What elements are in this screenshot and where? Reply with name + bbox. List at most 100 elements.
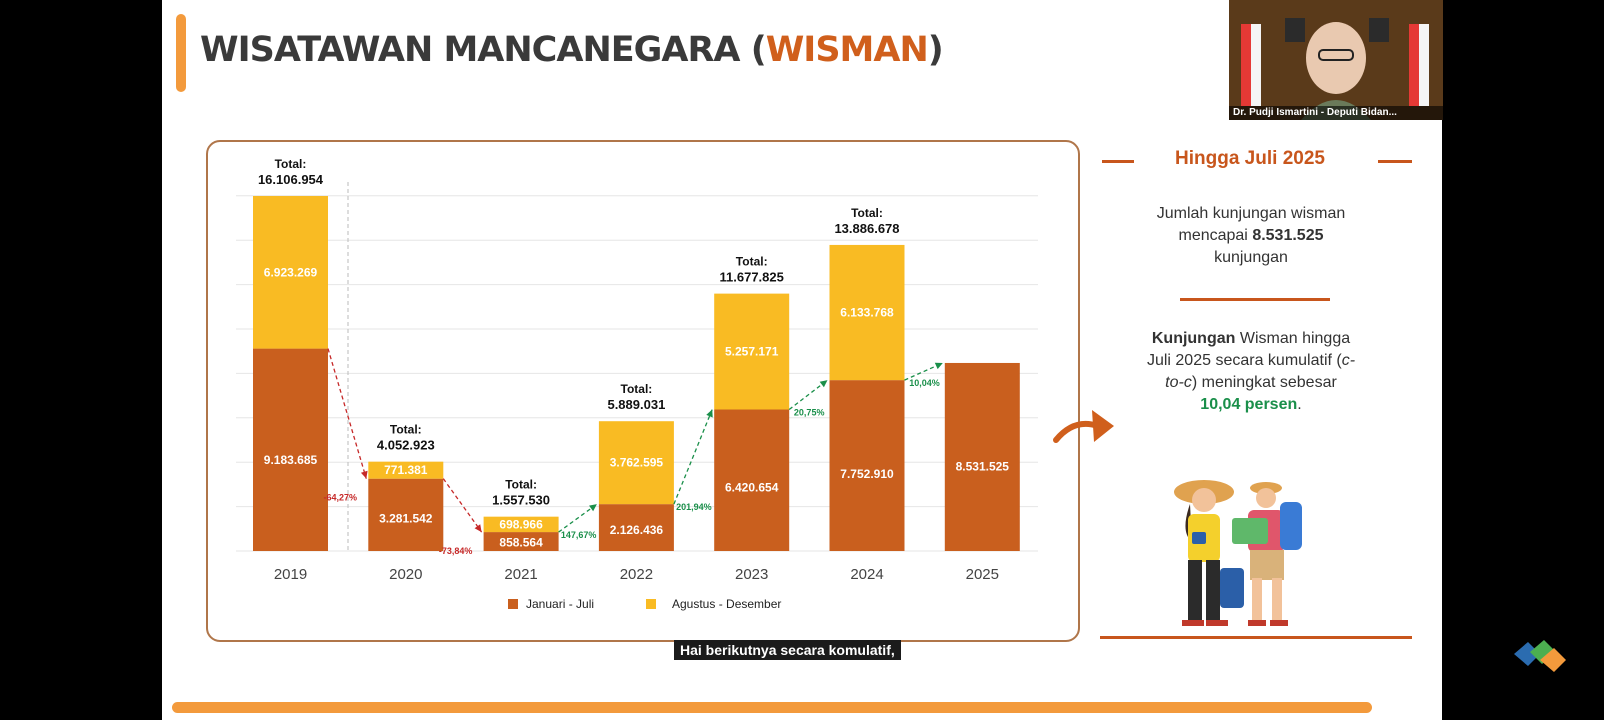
x-tick-label: 2019 [274, 566, 307, 583]
growth-text-a: Wisman hingga [1235, 330, 1351, 347]
x-tick-label: 2022 [620, 566, 653, 583]
sidebar-summary: Jumlah kunjungan wisman mencapai 8.531.5… [1101, 203, 1401, 269]
summary-text: mencapai [1178, 227, 1248, 244]
x-tick-label: 2025 [966, 566, 999, 583]
sidebar-growth-text: Kunjungan Wisman hingga Juli 2025 secara… [1101, 328, 1401, 416]
title-accent-bar [176, 14, 186, 92]
growth-arrowhead [819, 380, 828, 388]
video-caption: Hai berikutnya secara komulatif, [674, 640, 901, 660]
growth-label: 10,04% [909, 378, 940, 388]
heading-line-left [1102, 160, 1134, 163]
data-label: 3.281.542 [379, 511, 433, 525]
title-prefix: WISATAWAN MANCANEGARA ( [200, 30, 767, 70]
growth-arrow [673, 409, 713, 505]
webcam-name-label: Dr. Pudji Ismartini - Deputi Bidan... [1229, 106, 1443, 120]
growth-line-2: Juli 2025 secara kumulatif (c- [1101, 350, 1401, 372]
total-value: 1.557.530 [492, 493, 550, 508]
growth-text-c: ) meningkat sebesar [1191, 374, 1337, 391]
data-label: 858.564 [499, 536, 543, 550]
legend-label: Agustus - Desember [672, 597, 781, 611]
legend-swatch-jan-jul [508, 599, 518, 609]
growth-bold: Kunjungan [1151, 330, 1236, 347]
bar-aug-dec [714, 293, 790, 410]
chart: 9.183.6856.923.269Total:16.106.95420193.… [236, 157, 1038, 611]
title-suffix: ) [927, 30, 944, 70]
growth-value: 10,04 persen [1200, 396, 1298, 413]
growth-line-3: to-c) meningkat sebesar [1101, 372, 1401, 394]
chart-panel: 9.183.685 6.923.269 Total: 16.106.954 2019 3.… [206, 140, 1080, 642]
growth-label: 147,67% [561, 530, 597, 540]
summary-line-1: Jumlah kunjungan wisman [1156, 205, 1346, 222]
growth-text-b: Juli 2025 secara kumulatif ( [1146, 352, 1342, 369]
x-tick-label: 2021 [504, 566, 537, 583]
growth-italic-2: to-c [1165, 374, 1192, 391]
data-label: 9.183.685 [264, 453, 318, 467]
sidebar-divider [1180, 298, 1330, 301]
bar-jan-jul [714, 409, 790, 551]
total-value: 4.052.923 [377, 438, 435, 453]
data-label: 771.381 [384, 463, 428, 477]
bps-logo-icon [1514, 640, 1566, 672]
bar-jan-jul [598, 504, 674, 551]
growth-arrow [558, 503, 598, 533]
bar-jan-jul [368, 478, 444, 551]
growth-arrow [327, 348, 367, 479]
bar-aug-dec [368, 461, 444, 479]
data-label: 8.531.525 [956, 459, 1010, 473]
legend-label: Januari - Juli [526, 597, 594, 611]
bar-aug-dec [598, 421, 674, 505]
sidebar-heading: Hingga Juli 2025 [1175, 148, 1325, 169]
data-label: 6.133.768 [840, 306, 894, 320]
x-tick-label: 2024 [850, 566, 883, 583]
total-value: 5.889.031 [607, 397, 665, 412]
curved-arrow-icon [1053, 410, 1114, 443]
growth-arrowhead [474, 524, 482, 533]
total-caption: Total: [851, 206, 883, 220]
legend-swatch-aug-dec [646, 599, 656, 609]
bar-aug-dec [829, 244, 905, 381]
bar-aug-dec [483, 516, 559, 533]
slide-title: WISATAWAN MANCANEGARA (WISMAN) [200, 30, 944, 70]
data-label: 698.966 [499, 517, 543, 531]
growth-label: 201,94% [676, 502, 712, 512]
total-caption: Total: [736, 255, 768, 269]
total-caption: Total: [390, 423, 422, 437]
slide: WISATAWAN MANCANEGARA (WISMAN) 9.183.685… [162, 0, 1442, 720]
total-caption: Total: [505, 478, 537, 492]
heading-line-right [1378, 160, 1412, 163]
bar-jan-jul [944, 362, 1020, 551]
total-caption: Total: [621, 382, 653, 396]
total-value: 11.677.825 [720, 270, 784, 285]
total-value: 16.106.954 [258, 172, 324, 187]
data-label: 2.126.436 [610, 523, 664, 537]
bar-jan-jul [253, 348, 328, 551]
growth-arrowhead [934, 362, 943, 370]
growth-arrowhead [360, 470, 368, 479]
growth-label: -64,27% [324, 493, 358, 503]
sidebar-bottom-line [1100, 636, 1412, 639]
growth-line-4: 10,04 persen. [1101, 394, 1401, 416]
data-label: 6.420.654 [725, 480, 779, 494]
bar-jan-jul [483, 532, 559, 551]
travelers-illustration [1174, 480, 1302, 626]
data-label: 3.762.595 [610, 456, 664, 470]
data-label: 6.923.269 [264, 265, 318, 279]
data-label: 5.257.171 [725, 345, 779, 359]
data-label: 7.752.910 [840, 467, 894, 481]
summary-line-2: mencapai 8.531.525 [1101, 225, 1401, 247]
total-caption: Total: [275, 157, 307, 171]
summary-line-3: kunjungan [1214, 249, 1288, 266]
speaker-video [1229, 0, 1443, 120]
growth-arrow [442, 478, 483, 533]
growth-label: -73,84% [439, 546, 473, 556]
bar-aug-dec [253, 196, 328, 349]
growth-italic-1: c- [1341, 352, 1356, 369]
growth-arrowhead [589, 504, 597, 512]
growth-line-1: Kunjungan Wisman hingga [1101, 328, 1401, 350]
bar-jan-jul [829, 380, 905, 551]
growth-label: 20,75% [794, 407, 825, 417]
title-accent: WISMAN [765, 30, 929, 70]
growth-end: . [1297, 396, 1302, 413]
total-value: 13.886.678 [834, 221, 899, 236]
webcam-feed[interactable]: Dr. Pudji Ismartini - Deputi Bidan... [1229, 0, 1443, 120]
